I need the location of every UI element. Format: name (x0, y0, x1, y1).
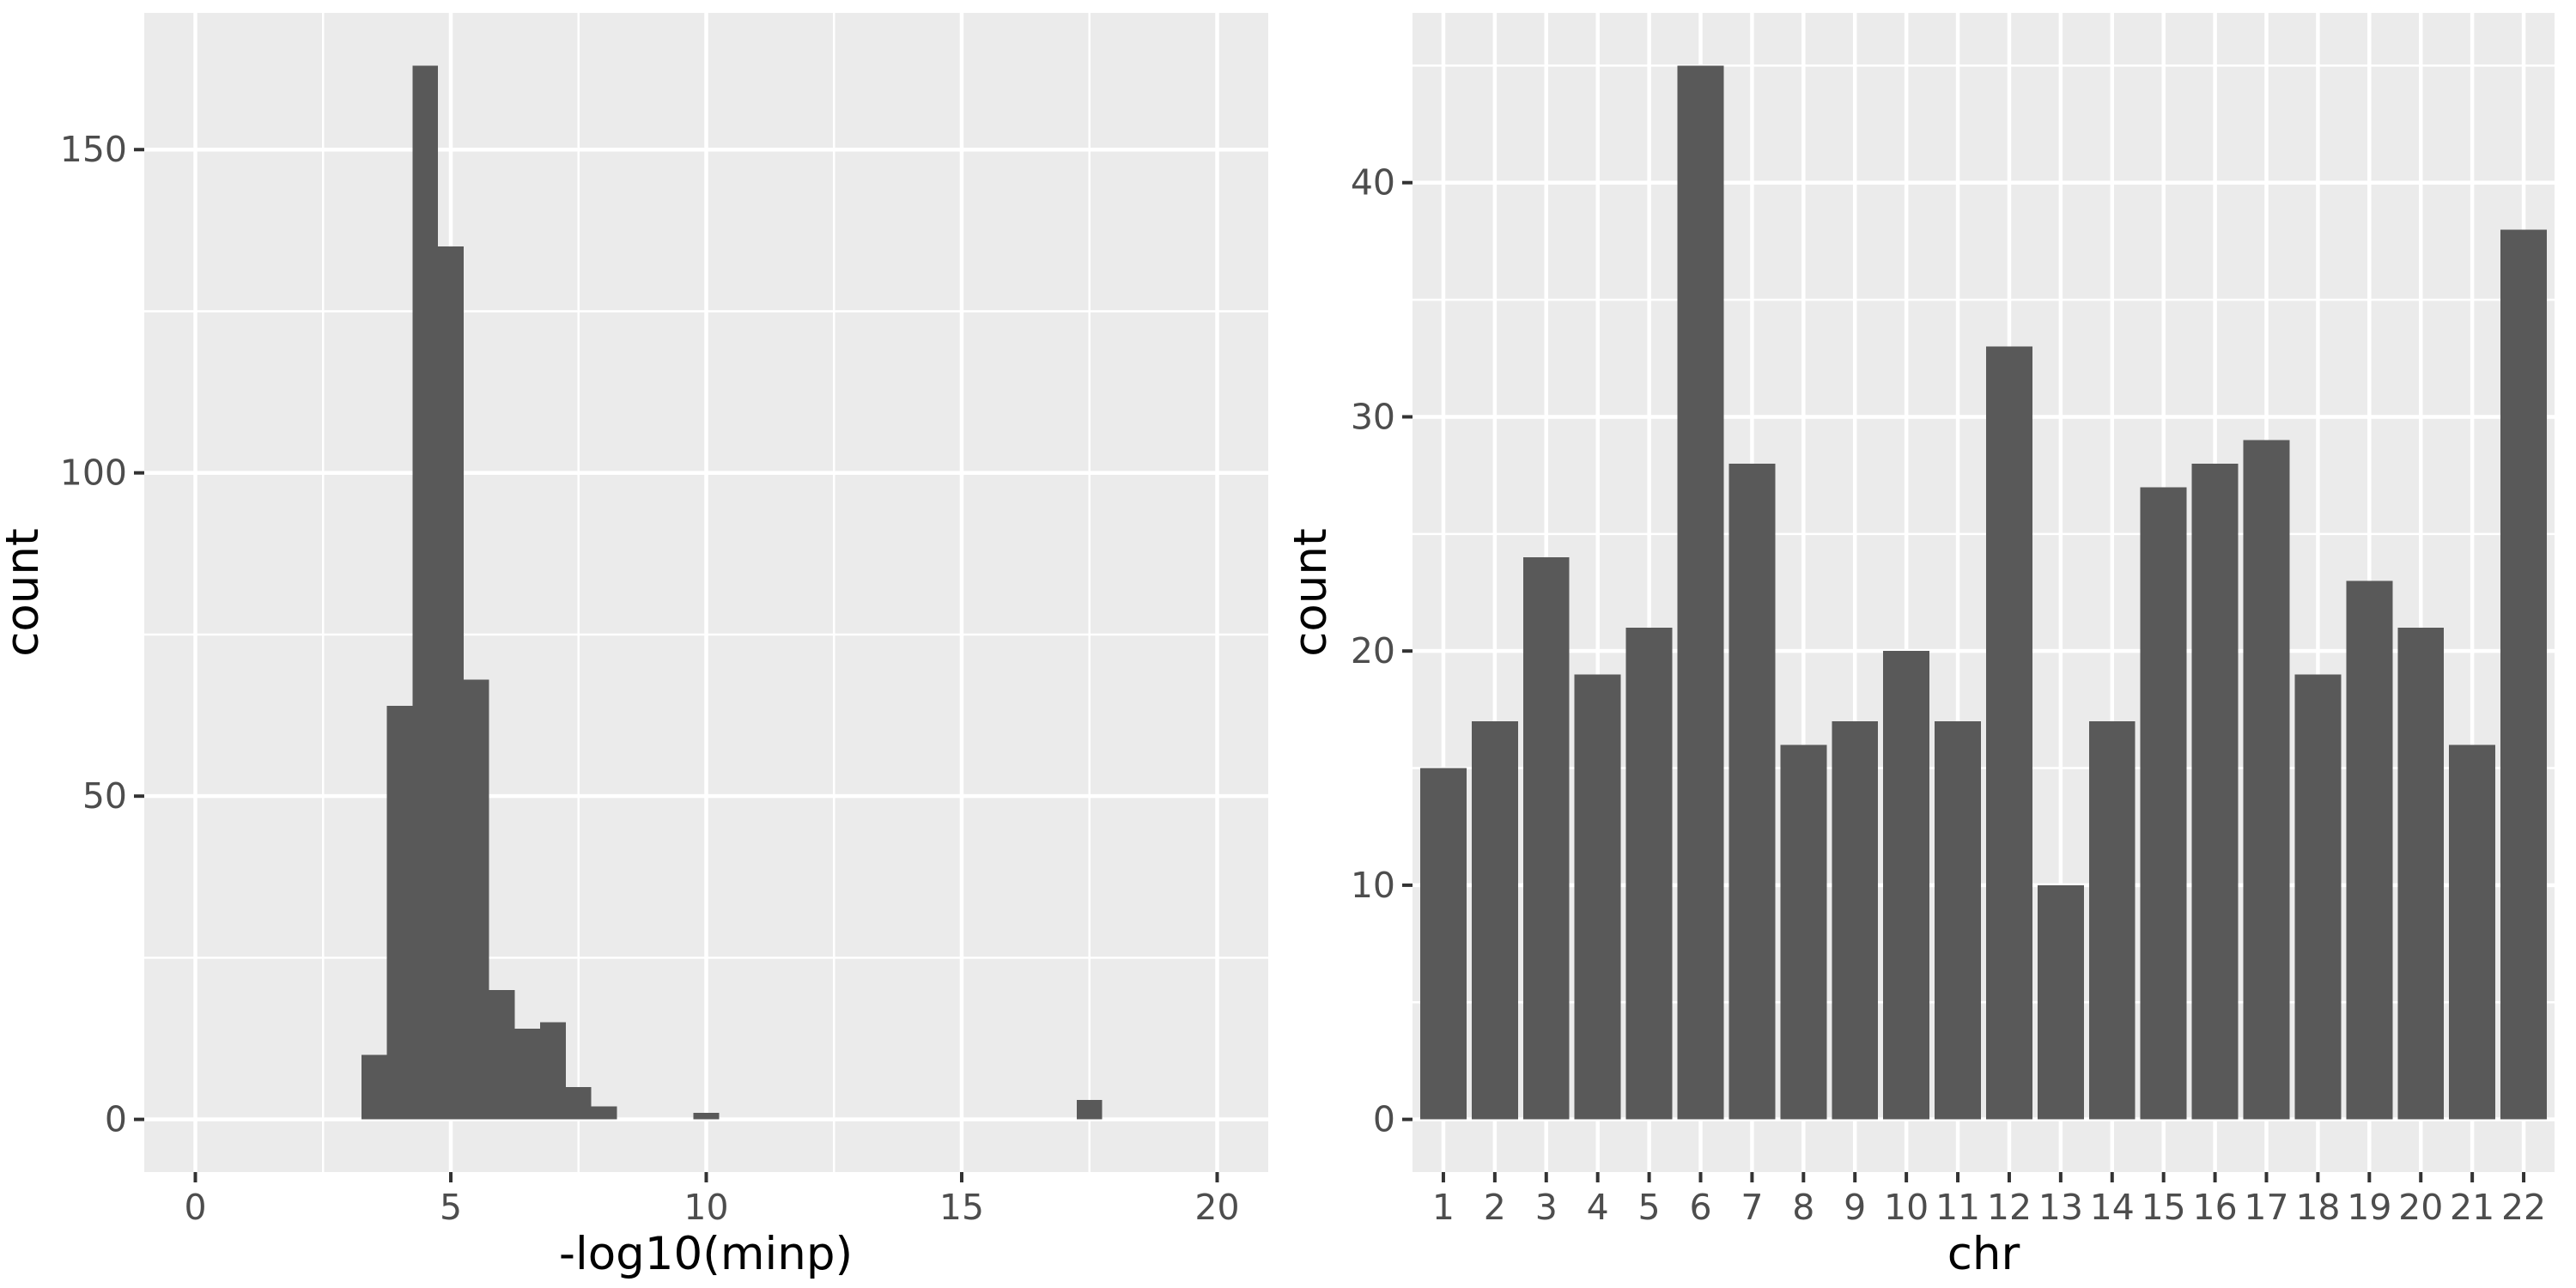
chr-count-chart: 1 2 3 4 5 6 7 8 9 10 11 12 13 14 15 16 17 18 19 20 21 2201020… (1288, 13, 2555, 1280)
bar (1419, 768, 1467, 1120)
x-tick-label: 10 (683, 1187, 728, 1228)
bar (2500, 229, 2548, 1120)
bar (2449, 744, 2496, 1120)
x-tick-label: 3 (1535, 1187, 1558, 1228)
histogram-bar (412, 65, 439, 1120)
chart-plot-area: 1 2 3 4 5 6 7 8 9 10 11 12 13 14 15 16 17 18 19 20 21 2201020… (1351, 13, 2555, 1228)
bar (1471, 721, 1518, 1120)
bar (2397, 627, 2445, 1120)
histogram-bar (386, 705, 413, 1120)
bar (2191, 464, 2239, 1120)
bar (2243, 440, 2290, 1120)
bar (1780, 744, 1827, 1120)
x-tick-label: 6 (1689, 1187, 1711, 1228)
x-tick-label: 12 (1987, 1187, 2032, 1228)
x-tick-label: 19 (2347, 1187, 2391, 1228)
y-axis-title: count (1288, 528, 1337, 657)
x-tick-label: 2 (1484, 1187, 1506, 1228)
histogram-minp-figure: 0 5 10 15 20 0 50 100 150 -log10(minp) count (0, 13, 1268, 1280)
x-axis-title: chr (1947, 1228, 2020, 1280)
x-axis-title: -log10(minp) (559, 1228, 853, 1280)
chr-bar-figure: 1 2 3 4 5 6 7 8 9 10 11 12 13 14 15 16 17 18 19 20 21 22 0 10 20… (1288, 0, 2576, 1288)
bar (1574, 674, 1621, 1120)
histogram-bar (540, 1022, 566, 1120)
histogram-bar (361, 1054, 387, 1120)
x-tick-label: 13 (2038, 1187, 2083, 1228)
x-tick-label: 20 (2398, 1187, 2443, 1228)
x-tick-label: 21 (2450, 1187, 2494, 1228)
x-tick-label: 22 (2501, 1187, 2546, 1228)
x-tick-label: 17 (2244, 1187, 2288, 1228)
bar (2140, 487, 2187, 1120)
histogram-bar (514, 1029, 541, 1120)
y-tick-label: 150 (60, 129, 127, 170)
bar (1677, 65, 1724, 1120)
bar (1935, 721, 1982, 1120)
histogram-bar (463, 679, 489, 1120)
y-tick-label: 50 (82, 775, 127, 817)
histogram-bar (693, 1113, 720, 1120)
bar (1832, 721, 1879, 1120)
x-tick-label: 8 (1792, 1187, 1814, 1228)
bar (2294, 674, 2342, 1120)
y-tick-label: 0 (1373, 1099, 1395, 1140)
bar (2037, 884, 2084, 1120)
bar (1985, 346, 2032, 1120)
bar (1522, 557, 1570, 1120)
histogram-bar (565, 1086, 592, 1120)
histogram-bar (591, 1106, 617, 1120)
x-tick-label: 14 (2090, 1187, 2135, 1228)
y-tick-label: 20 (1351, 630, 1395, 671)
x-tick-label: 15 (2142, 1187, 2186, 1228)
x-tick-label: 0 (184, 1187, 206, 1228)
y-tick-label: 40 (1351, 162, 1395, 204)
y-axis-title: count (0, 528, 49, 657)
x-tick-label: 11 (1935, 1187, 1980, 1228)
x-tick-label: 4 (1587, 1187, 1609, 1228)
histogram-bar (489, 990, 515, 1120)
x-tick-label: 15 (939, 1187, 984, 1228)
y-tick-label: 100 (60, 453, 127, 494)
y-tick-label: 10 (1351, 865, 1395, 906)
x-tick-label: 7 (1741, 1187, 1763, 1228)
x-tick-label: 20 (1194, 1187, 1239, 1228)
x-tick-label: 16 (2193, 1187, 2238, 1228)
histogram-bar (1076, 1100, 1103, 1120)
bar (1728, 464, 1776, 1120)
x-tick-label: 5 (1638, 1187, 1661, 1228)
y-tick-label: 30 (1351, 396, 1395, 437)
x-tick-label: 1 (1432, 1187, 1455, 1228)
bar (1883, 651, 1930, 1120)
y-tick-label: 0 (105, 1099, 127, 1140)
bar (2088, 721, 2136, 1120)
chart-plot-area: 0 5 10 15 20 0 50 100 150 (60, 13, 1268, 1228)
bar (1625, 627, 1673, 1120)
x-tick-label: 5 (440, 1187, 462, 1228)
bar (2346, 580, 2393, 1120)
histogram-minp-chart: 0 5 10 15 20 0 50 100 150 -log10(minp) count (0, 13, 1268, 1280)
x-tick-label: 10 (1884, 1187, 1929, 1228)
x-tick-label: 9 (1844, 1187, 1866, 1228)
x-tick-label: 18 (2295, 1187, 2340, 1228)
histogram-bar (438, 246, 464, 1120)
